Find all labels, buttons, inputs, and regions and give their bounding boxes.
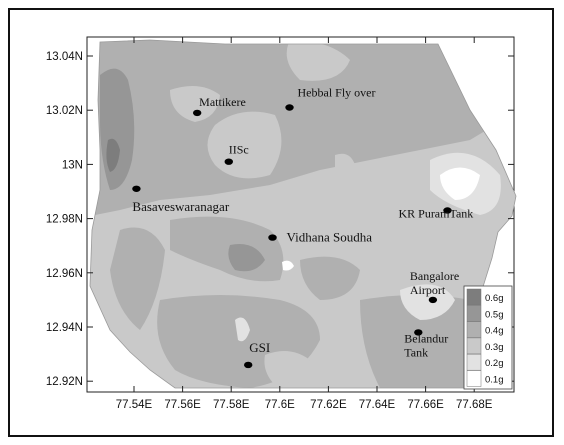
place-label: Hebbal Fly over xyxy=(298,85,376,99)
y-tick-label: 12.96N xyxy=(46,268,83,280)
x-tick-label: 77.54E xyxy=(116,399,153,411)
x-tick-label: 77.56E xyxy=(164,399,201,411)
x-tick-label: 77.64E xyxy=(359,399,396,411)
y-tick-label: 12.92N xyxy=(46,376,83,388)
legend-swatch xyxy=(466,321,482,338)
x-tick-label: 77.66E xyxy=(407,399,444,411)
place-marker xyxy=(244,361,253,369)
legend-label: 0.4g xyxy=(485,326,504,337)
legend-swatch xyxy=(466,353,482,371)
place-marker xyxy=(443,207,452,214)
legend-swatch xyxy=(466,370,482,387)
y-tick-label: 13.04N xyxy=(46,51,83,63)
legend-label: 0.5g xyxy=(485,309,504,320)
place-marker xyxy=(285,104,294,111)
x-tick-label: 77.58E xyxy=(213,399,250,411)
y-tick-label: 13N xyxy=(62,159,83,171)
y-tick-label: 12.98N xyxy=(46,214,83,226)
place-label: Mattikere xyxy=(199,95,246,109)
place-marker xyxy=(224,158,233,165)
x-tick-label: 77.6E xyxy=(265,399,295,411)
place-marker xyxy=(192,109,202,117)
legend-swatch xyxy=(466,305,482,322)
place-label: GSI xyxy=(249,340,270,355)
y-tick-label: 13.02N xyxy=(46,105,83,117)
x-tick-label: 77.62E xyxy=(310,399,347,411)
place-label: Bangalore Airport xyxy=(410,269,459,297)
y-tick-label: 12.94N xyxy=(46,322,83,334)
legend-swatch xyxy=(466,288,482,306)
legend-label: 0.3g xyxy=(485,342,504,353)
place-marker xyxy=(414,329,423,336)
x-tick-label: 77.68E xyxy=(456,399,493,411)
place-label: KR PuramTank xyxy=(398,206,473,220)
legend-label: 0.6g xyxy=(485,293,504,304)
place-label: Belandur Tank xyxy=(404,331,448,359)
place-label: Vidhana Soudha xyxy=(287,230,373,245)
legend: 0.6g 0.5g 0.4g 0.3g 0.2g 0.1g xyxy=(463,285,513,390)
place-label: IISc xyxy=(229,143,249,157)
place-marker xyxy=(132,185,141,192)
place-marker xyxy=(268,234,277,241)
legend-label: 0.2g xyxy=(485,358,504,369)
place-marker xyxy=(428,296,438,304)
contour-fill xyxy=(90,40,516,388)
legend-swatch xyxy=(466,337,482,355)
place-label: Basaveswaranagar xyxy=(132,199,229,214)
legend-label: 0.1g xyxy=(485,375,504,386)
